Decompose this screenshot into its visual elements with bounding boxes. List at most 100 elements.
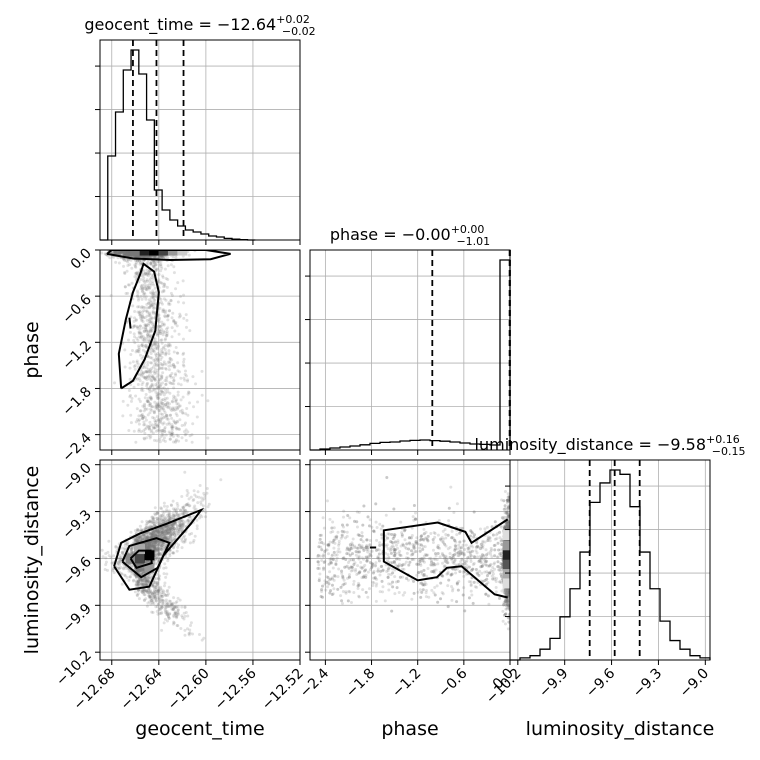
sample-point bbox=[159, 362, 163, 366]
sample-point bbox=[165, 611, 169, 615]
sample-point bbox=[140, 577, 144, 581]
sample-point bbox=[142, 337, 146, 341]
sample-point bbox=[165, 610, 169, 614]
sample-point bbox=[156, 546, 160, 550]
sample-point bbox=[152, 438, 156, 442]
sample-point bbox=[124, 253, 128, 257]
sample-point bbox=[141, 416, 145, 420]
sample-point bbox=[117, 563, 121, 567]
sample-point bbox=[154, 541, 158, 545]
sample-point bbox=[146, 387, 150, 391]
sample-point bbox=[157, 428, 161, 432]
sample-point bbox=[143, 282, 147, 286]
sample-point bbox=[146, 396, 150, 400]
sample-point bbox=[147, 339, 151, 343]
sample-point bbox=[144, 295, 148, 299]
sample-point bbox=[153, 558, 157, 562]
x-tick-label: −12.60 bbox=[165, 666, 213, 714]
sample-point bbox=[175, 501, 179, 505]
sample-point bbox=[183, 628, 187, 632]
sample-point bbox=[150, 610, 154, 614]
sample-point bbox=[117, 559, 121, 563]
sample-point bbox=[149, 434, 153, 438]
sample-point bbox=[158, 541, 162, 545]
sample-point bbox=[141, 348, 145, 352]
sample-point bbox=[135, 568, 139, 572]
sample-point bbox=[185, 489, 189, 493]
sample-point bbox=[186, 491, 190, 495]
sample-point bbox=[145, 536, 149, 540]
sample-point bbox=[107, 554, 111, 558]
sample-point bbox=[147, 427, 151, 431]
sample-point bbox=[194, 495, 198, 499]
sample-point bbox=[146, 578, 150, 582]
sample-point bbox=[156, 396, 160, 400]
sample-point bbox=[151, 531, 155, 535]
sample-point bbox=[170, 294, 174, 298]
sample-point bbox=[142, 568, 146, 572]
sample-point bbox=[152, 298, 156, 302]
sample-point bbox=[163, 594, 167, 598]
density-cell bbox=[130, 250, 141, 256]
sample-point bbox=[133, 255, 137, 259]
sample-point bbox=[148, 596, 152, 600]
sample-point bbox=[163, 528, 167, 532]
sample-point bbox=[187, 515, 191, 519]
sample-point bbox=[157, 386, 161, 390]
sample-point bbox=[167, 301, 171, 305]
sample-point bbox=[154, 529, 158, 533]
sample-point bbox=[170, 530, 174, 534]
sample-point bbox=[139, 414, 143, 418]
sample-point bbox=[145, 579, 149, 583]
sample-point bbox=[151, 521, 155, 525]
density-cell bbox=[167, 250, 178, 256]
sample-point bbox=[166, 531, 170, 535]
sample-point bbox=[177, 439, 181, 443]
sample-point bbox=[147, 321, 151, 325]
sample-point bbox=[206, 436, 210, 440]
sample-point bbox=[171, 536, 175, 540]
sample-point bbox=[158, 263, 162, 267]
sample-point bbox=[144, 583, 148, 587]
sample-point bbox=[162, 515, 166, 519]
contour-line-1 bbox=[106, 250, 231, 262]
sample-point bbox=[138, 418, 142, 422]
sample-point bbox=[123, 258, 127, 262]
sample-point bbox=[137, 350, 141, 354]
sample-point bbox=[156, 394, 160, 398]
sample-point bbox=[158, 255, 162, 259]
sample-point bbox=[114, 250, 118, 254]
sample-point bbox=[135, 538, 139, 542]
sample-point bbox=[146, 542, 150, 546]
sample-point bbox=[146, 559, 150, 563]
sample-point bbox=[134, 582, 138, 586]
sample-point bbox=[152, 349, 156, 353]
sample-point bbox=[140, 537, 144, 541]
sample-point bbox=[154, 346, 158, 350]
sample-point bbox=[161, 527, 165, 531]
sample-point bbox=[159, 585, 163, 589]
sample-point bbox=[165, 422, 169, 426]
sample-point bbox=[185, 627, 189, 631]
sample-point bbox=[125, 251, 129, 255]
sample-point bbox=[152, 255, 156, 259]
sample-point bbox=[185, 406, 189, 410]
sample-point bbox=[184, 313, 188, 317]
sample-point bbox=[180, 614, 184, 618]
sample-point bbox=[152, 523, 156, 527]
sample-point bbox=[163, 338, 167, 342]
sample-point bbox=[161, 531, 165, 535]
sample-point bbox=[161, 518, 165, 522]
sample-point bbox=[154, 429, 158, 433]
sample-point bbox=[161, 519, 165, 523]
sample-point bbox=[145, 338, 149, 342]
sample-point bbox=[168, 361, 172, 365]
sample-point bbox=[147, 377, 151, 381]
sample-point bbox=[192, 489, 196, 493]
sample-point bbox=[161, 371, 165, 375]
sample-point bbox=[157, 329, 161, 333]
sample-point bbox=[144, 393, 148, 397]
sample-point bbox=[145, 323, 149, 327]
sample-point bbox=[116, 561, 120, 565]
sample-point bbox=[136, 568, 140, 572]
